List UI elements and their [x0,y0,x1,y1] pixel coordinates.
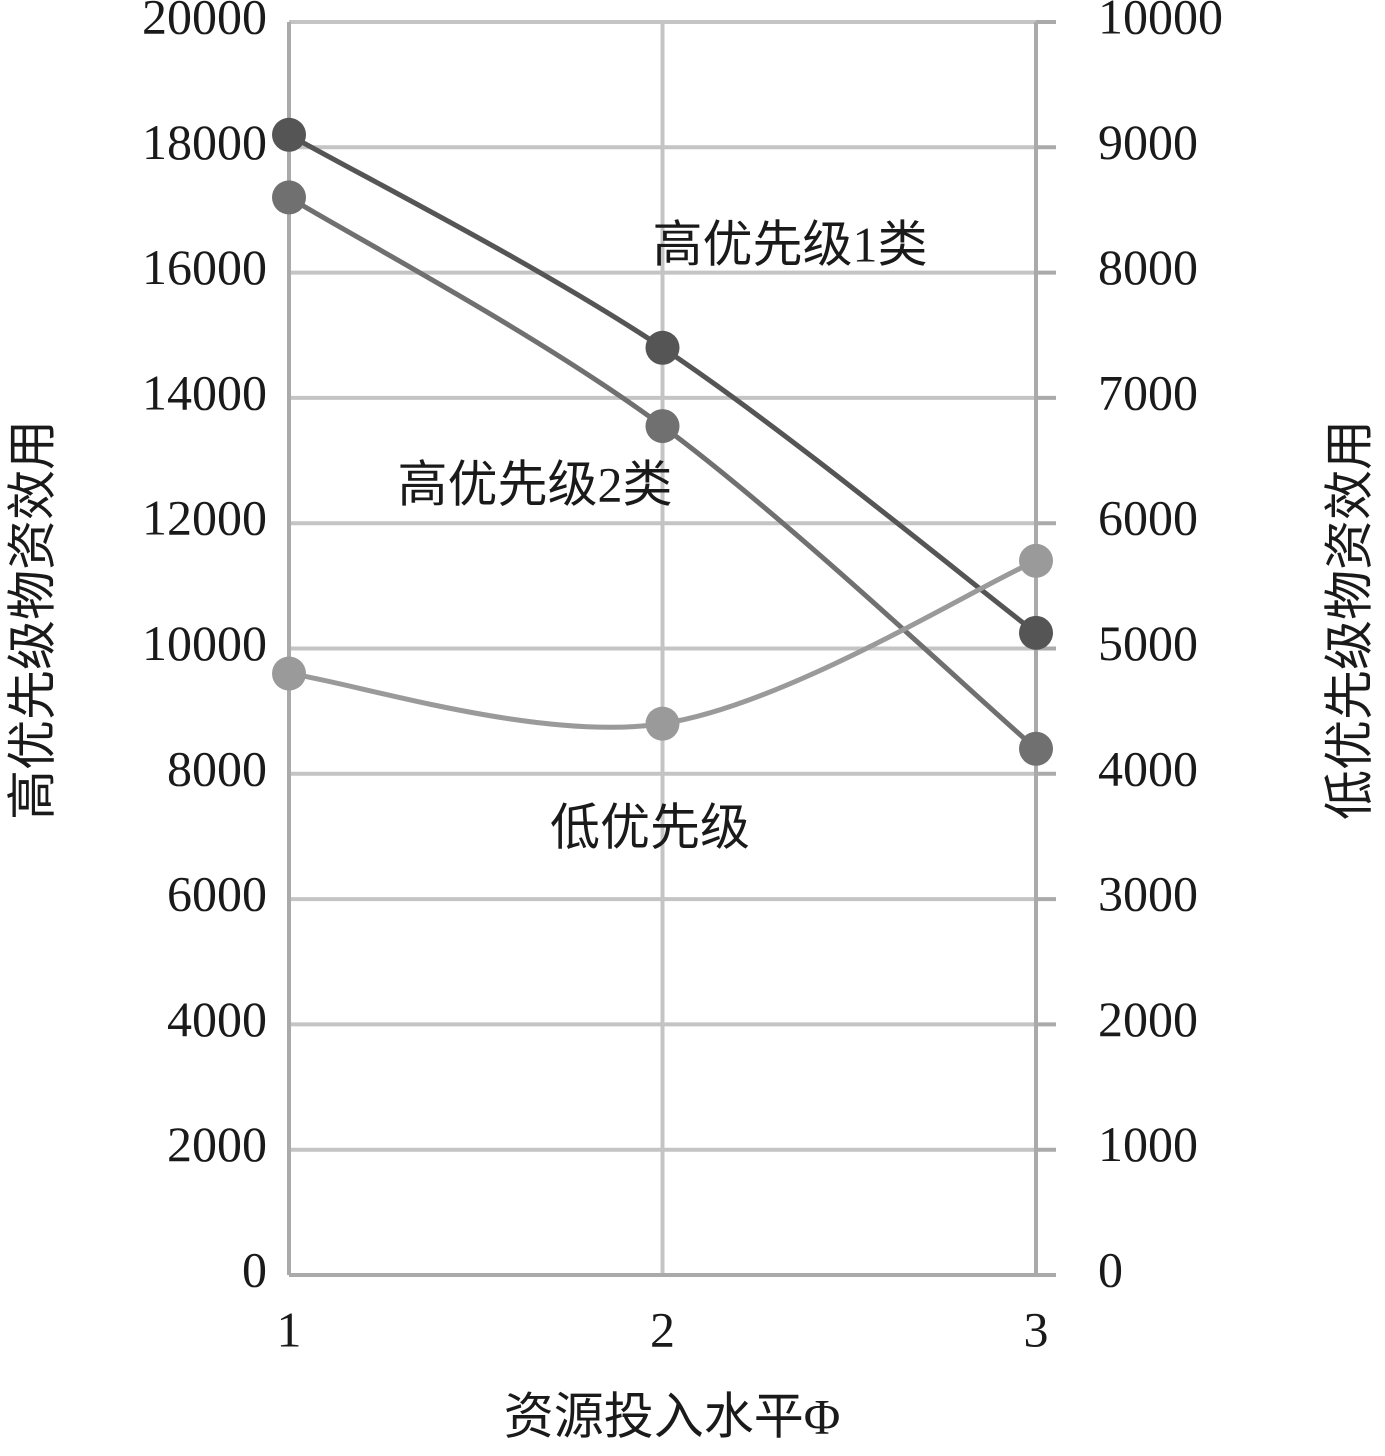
y2-tick-label: 6000 [1098,490,1198,546]
data-point [1019,543,1053,578]
series-label: 低优先级 [550,799,750,855]
y-tick-label: 8000 [167,740,267,796]
y-tick-label: 18000 [142,114,267,170]
data-point [272,656,306,691]
y2-tick-label: 3000 [1098,866,1198,922]
y2-tick-label: 7000 [1098,364,1198,420]
y-axis-label: 高优先级物资效用 [4,420,60,820]
data-point [645,706,680,741]
data-point [1019,731,1053,766]
y-tick-label: 6000 [167,866,267,922]
y2-tick-label: 1000 [1098,1116,1198,1172]
data-point [272,180,306,215]
y-tick-label: 20000 [142,0,267,44]
y2-tick-label: 4000 [1098,740,1198,796]
y-tick-label: 12000 [142,490,267,546]
y-tick-label: 10000 [142,615,267,671]
y2-tick-label: 5000 [1098,615,1198,671]
y-tick-label: 0 [242,1241,267,1297]
y2-tick-label: 2000 [1098,991,1198,1047]
y2-tick-label: 0 [1098,1241,1123,1297]
data-point [645,330,680,365]
data-point [272,117,306,152]
x-tick-label: 1 [277,1301,302,1357]
y-tick-label: 16000 [142,239,267,295]
series-label: 高优先级2类 [398,456,673,512]
x-axis-label: 资源投入水平Φ [504,1388,841,1444]
y-tick-label: 4000 [167,991,267,1047]
x-tick-label: 3 [1024,1301,1049,1357]
data-point [645,409,680,444]
series-label: 高优先级1类 [653,216,928,272]
y2-axis-label: 低优先级物资效用 [1321,420,1377,820]
y2-tick-label: 9000 [1098,114,1198,170]
x-tick-label: 2 [650,1301,675,1357]
y2-tick-label: 8000 [1098,239,1198,295]
y-tick-label: 14000 [142,364,267,420]
y-tick-label: 2000 [167,1116,267,1172]
data-point [1019,615,1053,650]
y2-tick-label: 10000 [1098,0,1223,44]
